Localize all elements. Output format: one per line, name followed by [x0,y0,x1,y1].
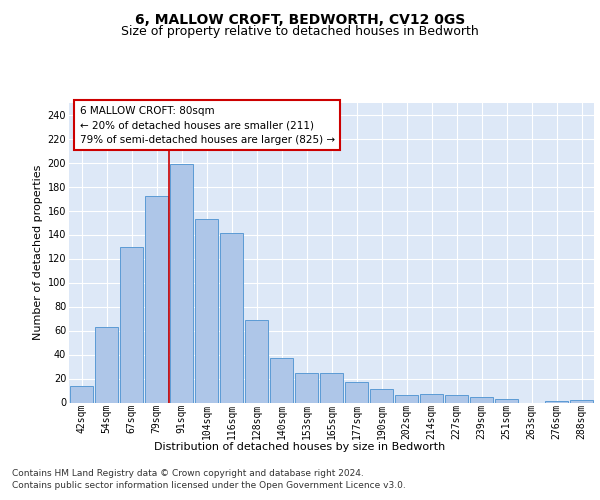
Text: Distribution of detached houses by size in Bedworth: Distribution of detached houses by size … [154,442,446,452]
Bar [419,394,443,402]
Text: Contains HM Land Registry data © Crown copyright and database right 2024.: Contains HM Land Registry data © Crown c… [12,469,364,478]
Bar [269,358,293,403]
Y-axis label: Number of detached properties: Number of detached properties [34,165,43,340]
Bar [95,327,118,402]
Bar [370,390,394,402]
Text: 6, MALLOW CROFT, BEDWORTH, CV12 0GS: 6, MALLOW CROFT, BEDWORTH, CV12 0GS [135,12,465,26]
Text: Size of property relative to detached houses in Bedworth: Size of property relative to detached ho… [121,25,479,38]
Bar [245,320,268,402]
Bar [569,400,593,402]
Text: Contains public sector information licensed under the Open Government Licence v3: Contains public sector information licen… [12,481,406,490]
Bar [145,196,169,402]
Bar [470,396,493,402]
Bar [170,164,193,402]
Bar [220,234,244,402]
Bar [194,219,218,402]
Bar [344,382,368,402]
Bar [395,396,418,402]
Bar [295,372,319,402]
Bar [119,246,143,402]
Text: 6 MALLOW CROFT: 80sqm
← 20% of detached houses are smaller (211)
79% of semi-det: 6 MALLOW CROFT: 80sqm ← 20% of detached … [79,106,335,145]
Bar [70,386,94,402]
Bar [445,396,469,402]
Bar [494,399,518,402]
Bar [320,372,343,402]
